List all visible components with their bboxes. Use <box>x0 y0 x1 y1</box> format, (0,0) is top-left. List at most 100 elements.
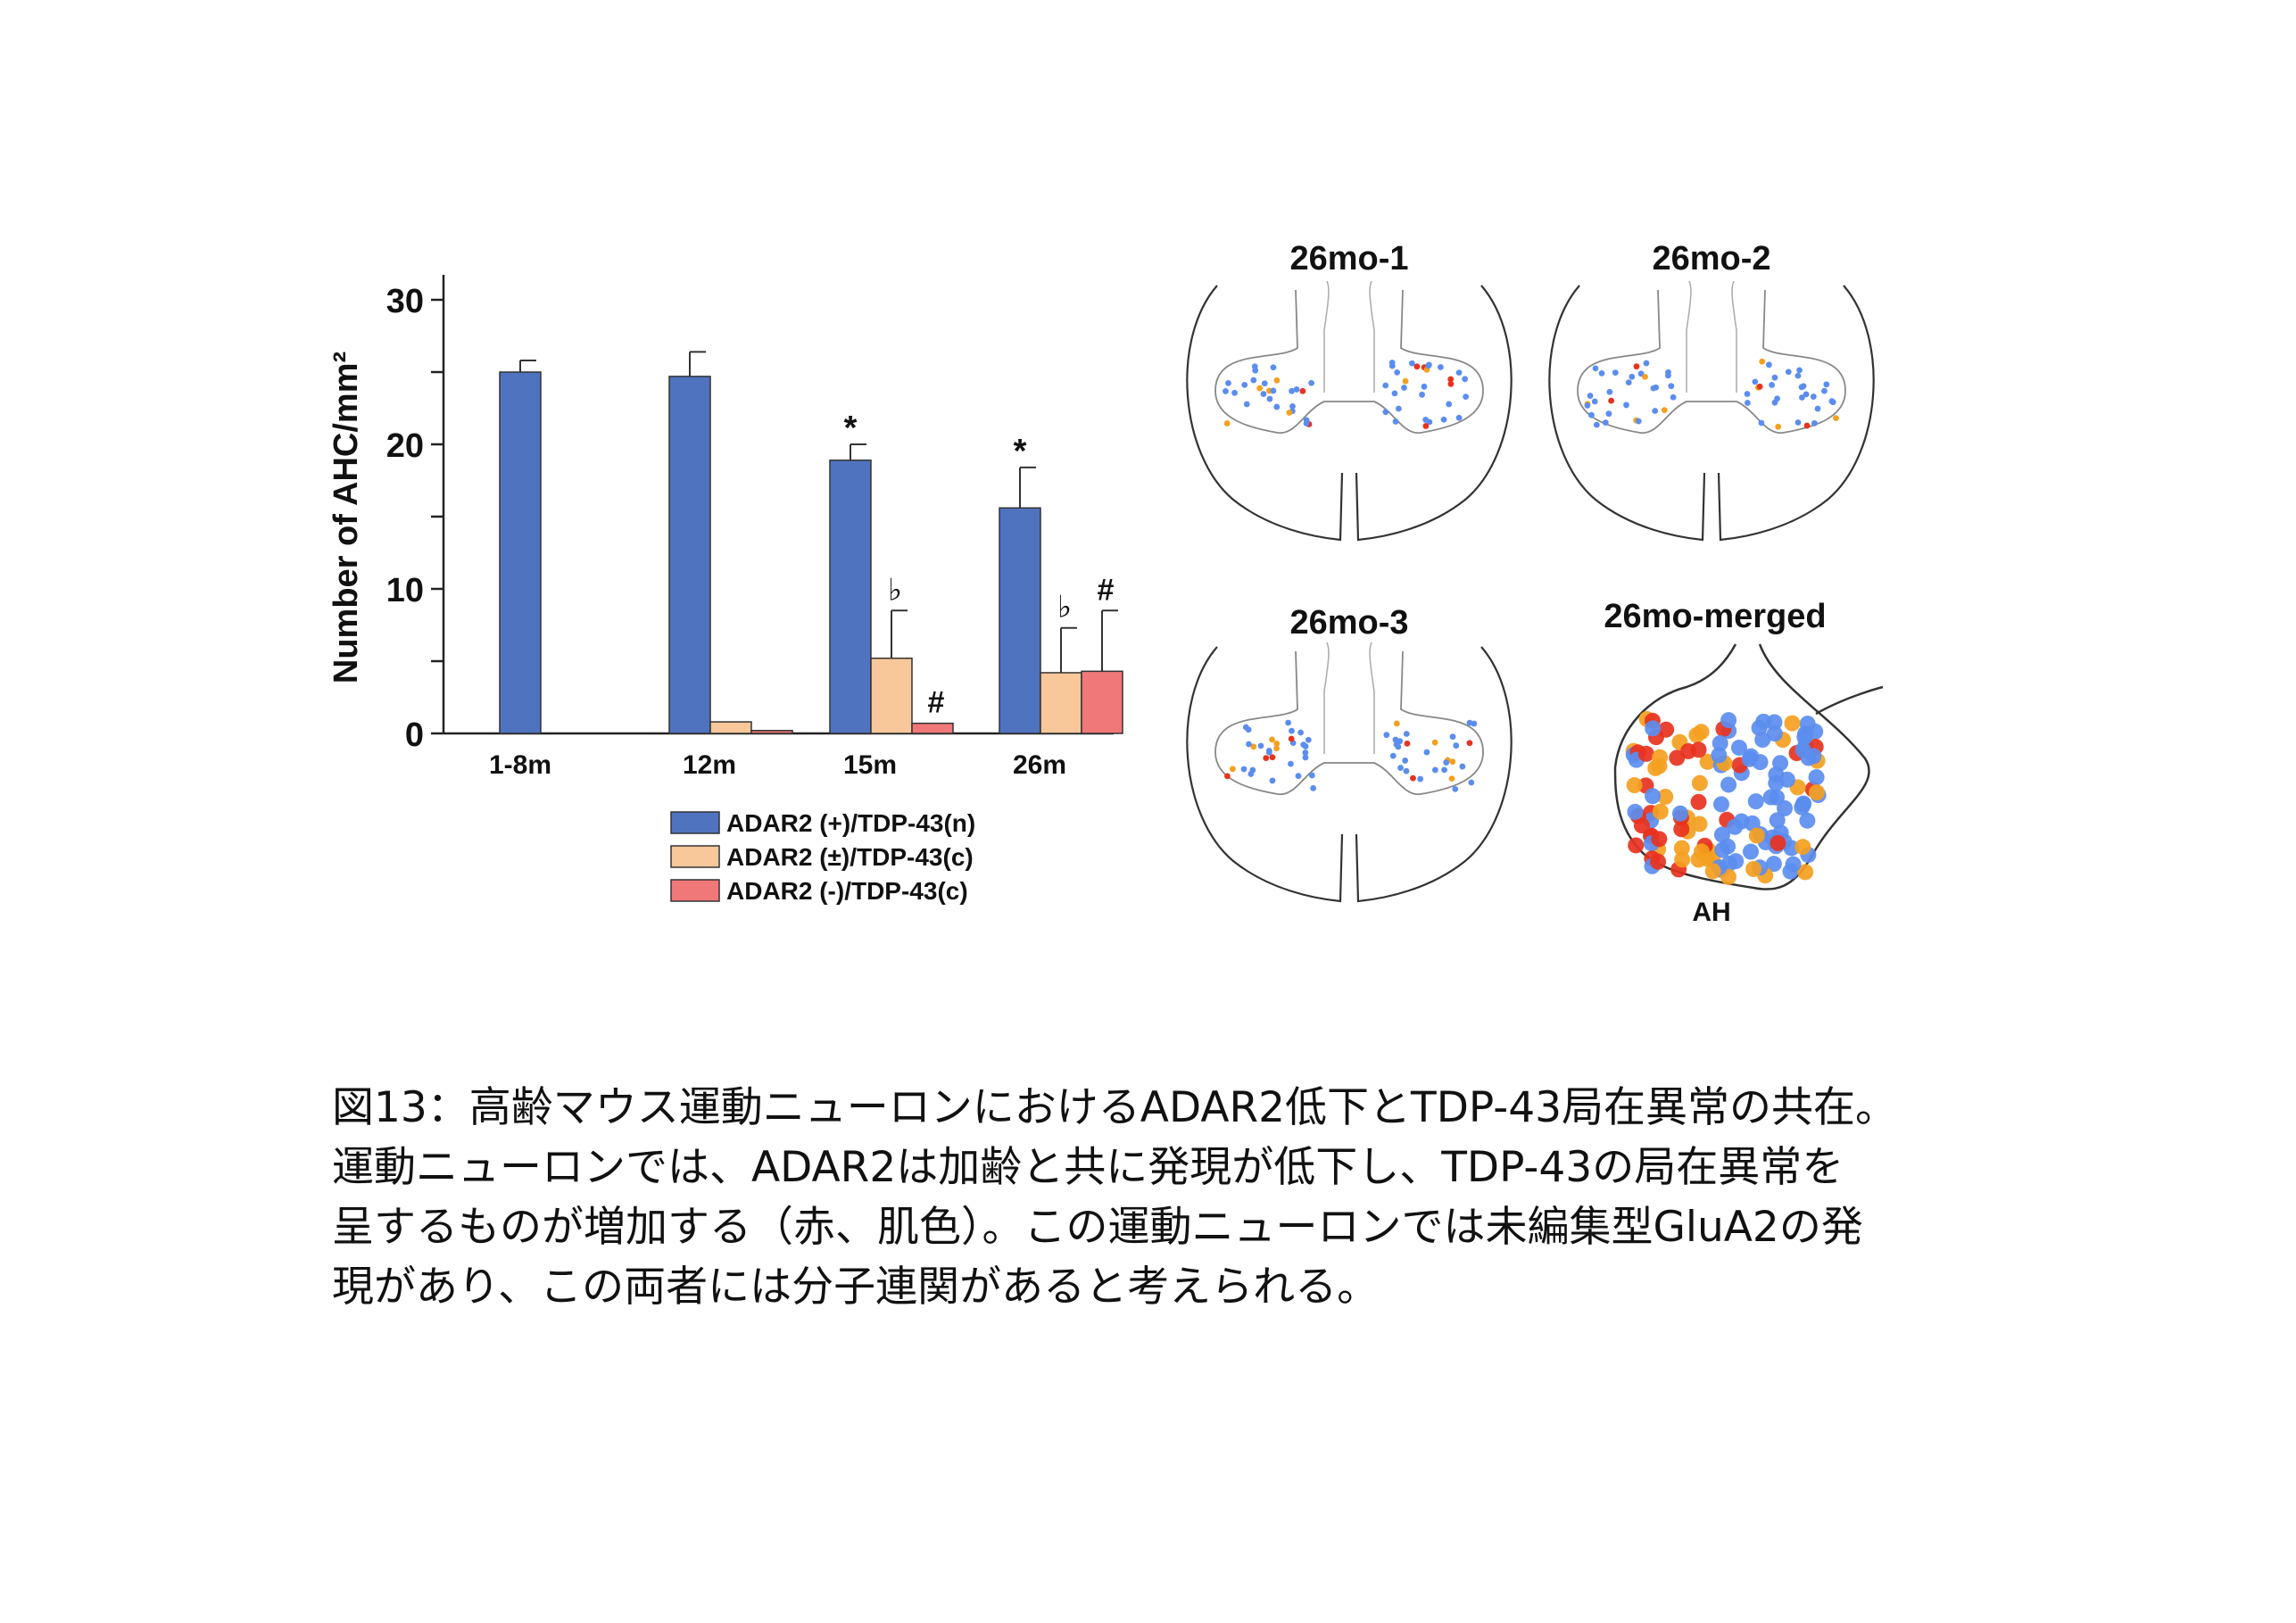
neuron-dot <box>1383 732 1390 739</box>
neuron-dot <box>1623 402 1629 409</box>
neuron-dot <box>1796 367 1803 374</box>
neuron-dot <box>1743 748 1760 765</box>
panel-title-26mo-2: 26mo-2 <box>1652 240 1770 277</box>
neuron-dot <box>1608 397 1615 404</box>
neuron-dot <box>1598 369 1605 377</box>
y-tick-label: 0 <box>405 716 424 754</box>
neuron-dot <box>1691 816 1708 832</box>
neuron-dot <box>1769 382 1776 388</box>
neuron-dot <box>1661 407 1668 414</box>
caption-line: 呈するものが増加する（赤、肌色）。この運動ニューロンでは未編集型GluA2の発 <box>332 1203 1863 1252</box>
spinal-cord-section <box>1548 280 1875 542</box>
neuron-dot <box>1231 389 1238 396</box>
neuron-dot <box>1712 734 1728 751</box>
neuron-dot <box>1657 788 1674 805</box>
neuron-dot <box>1766 725 1783 742</box>
neuron-dot <box>1250 377 1257 384</box>
neuron-dot <box>1799 812 1816 829</box>
neuron-dot <box>1768 774 1785 791</box>
neuron-dot <box>1795 372 1802 379</box>
ah-label: AH <box>1692 898 1730 927</box>
gray-matter <box>1214 289 1484 434</box>
neuron-dot <box>1633 817 1650 834</box>
spinal-cord-panels: 26mo-1 26mo-2 26mo-3 26mo-merged AH <box>1186 240 1884 927</box>
neuron-dot <box>1777 799 1794 816</box>
neuron-dot <box>1466 740 1473 747</box>
y-tick-label: 10 <box>386 572 424 609</box>
significance-marker: * <box>844 410 858 447</box>
neuron-dot <box>1449 758 1456 766</box>
neuron-dot <box>1652 803 1669 820</box>
neuron-dot <box>1795 419 1802 426</box>
neuron-dot <box>1828 398 1836 405</box>
neuron-dot <box>1452 785 1459 792</box>
neuron-dot <box>1404 740 1411 747</box>
neuron-dot <box>1269 777 1276 784</box>
neuron-dot <box>1422 423 1430 429</box>
neuron-dot <box>1402 758 1409 764</box>
bar-chart: 0 10 20 30 Number of AHC/mm² 1-8m 12m * ♭ #15m * ♭ #… <box>327 275 1123 905</box>
neuron-dot <box>1758 419 1765 426</box>
neuron-dot <box>1240 766 1247 773</box>
neuron-dot <box>1392 418 1399 425</box>
neuron-dot <box>1382 409 1389 416</box>
neuron-dot <box>1247 771 1255 777</box>
bar <box>1081 670 1123 734</box>
neuron-dot <box>1293 386 1300 393</box>
neuron-dot <box>1455 414 1463 421</box>
panel-title-26mo-merged: 26mo-merged <box>1604 598 1826 635</box>
neuron-dot <box>1270 387 1277 394</box>
neuron-dot <box>1592 365 1599 372</box>
neuron-dot <box>1809 784 1826 801</box>
neuron-dot <box>1395 743 1402 750</box>
x-tick-label: 1-8m <box>489 750 551 780</box>
neuron-dot <box>1810 393 1817 400</box>
cord-outline <box>1548 285 1875 542</box>
neuron-dot <box>1668 383 1675 390</box>
neuron-dot <box>1627 803 1644 820</box>
neuron-dot <box>1769 812 1786 829</box>
neuron-dot <box>1823 381 1830 388</box>
neuron-dot <box>1463 393 1470 401</box>
neuron-dot <box>1273 741 1281 747</box>
neuron-dot <box>1591 398 1598 405</box>
legend-label: ADAR2 (+)/TDP-43(n) <box>726 809 975 837</box>
spinal-cord-section <box>1186 280 1513 542</box>
neuron-dot <box>1423 749 1430 756</box>
neuron-dot <box>1765 361 1772 368</box>
neuron-dot <box>1462 376 1469 383</box>
significance-marker: # <box>1098 573 1115 607</box>
neuron-dot <box>1674 851 1691 868</box>
neuron-dot <box>1745 861 1762 878</box>
neuron-dot <box>1397 765 1404 771</box>
neuron-dot <box>1814 405 1821 412</box>
neuron-dot <box>1584 402 1591 409</box>
neuron-dot <box>1453 742 1460 749</box>
x-tick-label: 12m <box>683 750 736 780</box>
caption-line: 図13：高齢マウス運動ニューロンにおけるADAR2低下とTDP-43局在異常の共… <box>332 1083 1898 1132</box>
neuron-dot <box>1799 716 1816 733</box>
neuron-dot <box>1704 863 1721 880</box>
neuron-dot <box>1664 372 1671 379</box>
neuron-dot <box>1651 831 1668 848</box>
neuron-dot <box>1606 388 1613 395</box>
bar <box>829 460 872 734</box>
neuron-dot <box>1759 358 1766 365</box>
neuron-dot <box>1468 779 1475 786</box>
neuron-dot <box>1256 385 1264 392</box>
neuron-dot <box>1273 403 1281 410</box>
neuron-dot <box>1795 741 1811 758</box>
neuron-dot <box>1224 773 1231 780</box>
neuron-dot <box>1588 411 1595 418</box>
neuron-dot <box>1270 364 1277 371</box>
neuron-dot <box>1799 394 1805 401</box>
neuron-dot <box>1795 796 1811 813</box>
neuron-dot <box>1628 837 1645 854</box>
neuron-dot <box>1447 376 1455 383</box>
neuron-dot <box>1419 391 1425 398</box>
neuron-dot <box>1426 418 1433 426</box>
neuron-dot <box>1605 410 1612 418</box>
neuron-dot <box>1246 741 1252 748</box>
neuron-dot <box>1223 420 1231 426</box>
neuron-dot <box>1243 401 1250 408</box>
